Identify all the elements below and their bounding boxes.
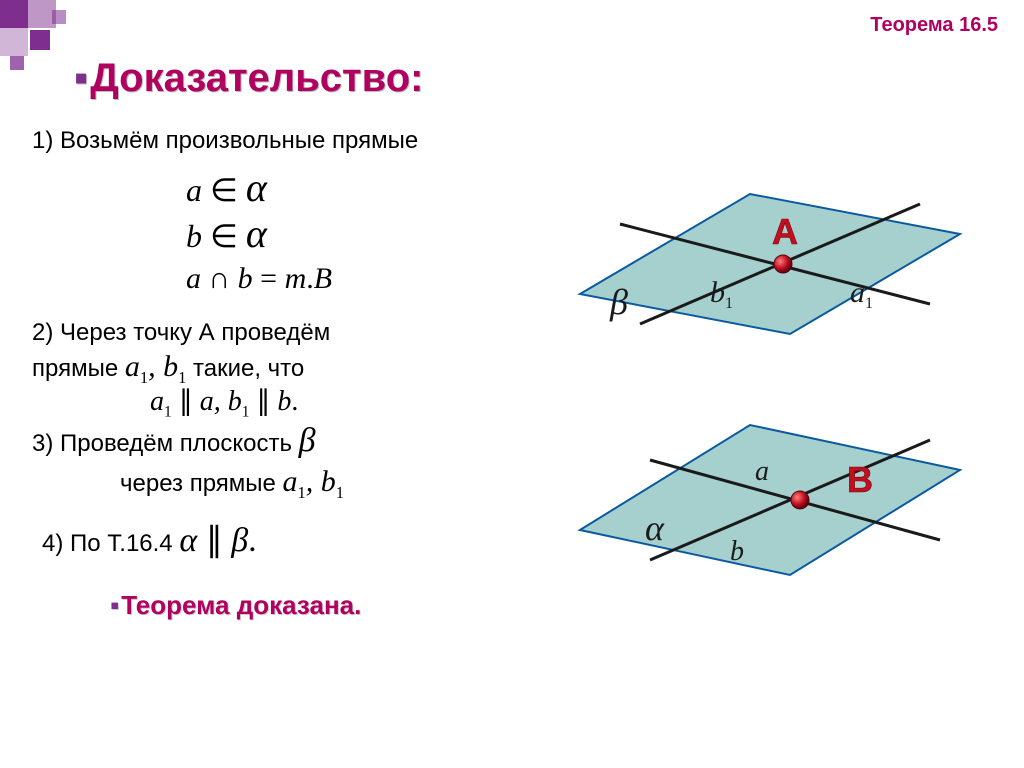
eq-b-in-alpha: b ∈ α — [186, 210, 267, 257]
line-a-label: a — [755, 456, 769, 487]
step-1: 1) Возьмём произвольные прямые — [32, 126, 432, 156]
step-2-line1: 2) Через точку А проведём — [32, 319, 330, 346]
step-3-line1: 3) Проведём плоскость — [32, 430, 299, 457]
point-A-label: А — [772, 211, 798, 252]
conclusion: ▪Теорема доказана. — [110, 590, 361, 621]
point-B-label: В — [847, 459, 873, 500]
step-3-math: a1, b1 — [283, 465, 345, 498]
conclusion-text: Теорема доказана. — [121, 590, 361, 620]
step-2-post: такие, что — [193, 355, 304, 382]
theorem-label: Теорема 16.5 — [870, 14, 998, 37]
step-3-line2: через прямые — [120, 470, 283, 497]
diagram-alpha: В α a b — [500, 400, 1000, 620]
step-3-beta: β — [299, 422, 316, 459]
page-title: ▪Доказательство: — [74, 56, 423, 101]
eq-a-int-b: a ∩ b = m.B — [186, 262, 332, 296]
diagram-beta: А β b1 a1 — [500, 174, 1000, 384]
step-3: 3) Проведём плоскость β через прямые a1,… — [32, 420, 492, 503]
step-4-math: α ∥ β. — [179, 522, 256, 559]
plane-beta-label: β — [609, 282, 628, 322]
step-4-text: 4) По Т.16.4 — [42, 530, 179, 557]
step-2: 2) Через точку А проведём прямые a1, b1 … — [32, 318, 462, 389]
title-text: Доказательство: — [90, 56, 423, 100]
plane-alpha-label: α — [645, 508, 665, 548]
step-4: 4) По Т.16.4 α ∥ β. — [42, 520, 502, 563]
eq-a-in-alpha: a ∈ α — [186, 164, 267, 211]
step-2-pre: прямые — [32, 355, 125, 382]
step-2-math: a1, b1 — [125, 350, 187, 383]
line-b-label: b — [730, 536, 744, 567]
eq-parallel: a1 ∥ a, b1 ∥ b. — [150, 384, 298, 422]
